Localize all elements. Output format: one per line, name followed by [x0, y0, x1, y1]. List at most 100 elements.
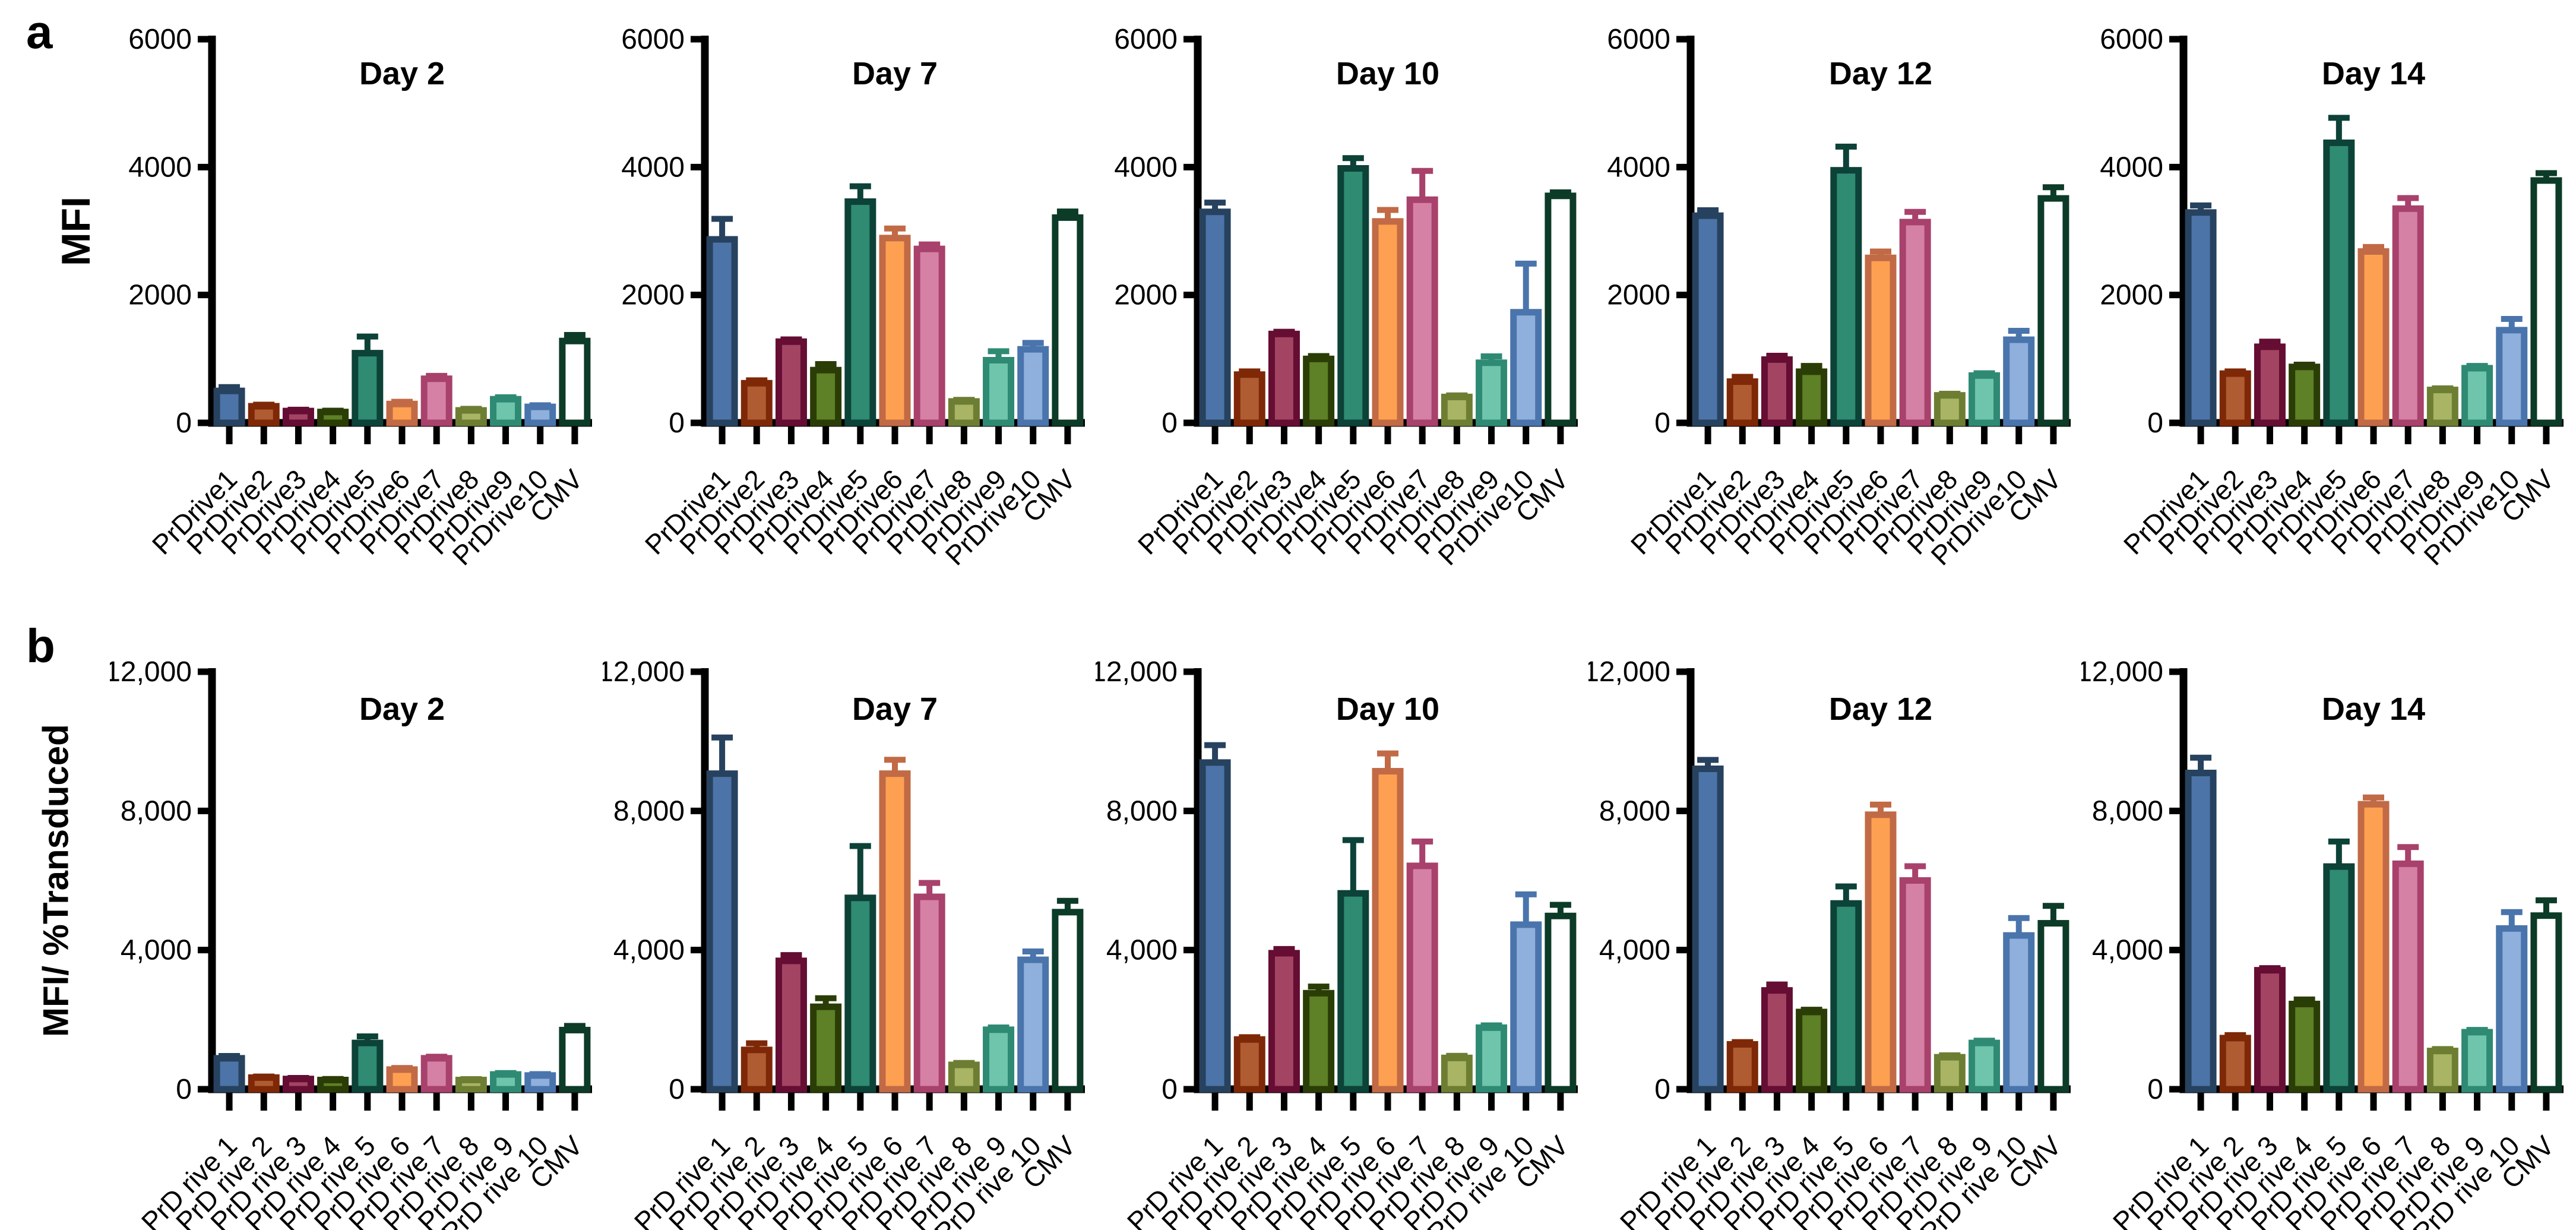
bar-PrDrive7 [2392, 205, 2424, 426]
y-tick-label: 12,000 [1588, 656, 1670, 688]
y-tick-label: 4,000 [1106, 935, 1178, 966]
bar-PrDrive1 [1199, 759, 1231, 1093]
bar-PrDrive2 [1726, 1041, 1758, 1093]
panel-title: Day 12 [1829, 56, 1932, 91]
panel-title: Day 14 [2322, 691, 2425, 727]
bar-PrDrive9 [490, 396, 522, 426]
bar-PrDrive10 [1017, 346, 1049, 426]
bar-PrDrive7 [1899, 877, 1931, 1093]
bar-PrDrive9 [1969, 372, 2001, 426]
bar-PrDrive3 [1761, 987, 1793, 1093]
panel-title: Day 10 [1336, 56, 1439, 91]
bar-PrDrive7 [420, 375, 452, 426]
bar-CMV [1545, 912, 1577, 1093]
panel-title: Day 14 [2322, 56, 2425, 91]
y-tick-label: 4,000 [1599, 935, 1670, 966]
bar-PrDrive8 [455, 1076, 487, 1093]
y-tick-label: 8,000 [121, 795, 192, 827]
y-tick-label: 0 [176, 1074, 192, 1105]
bar-PrDrive10 [2003, 932, 2035, 1093]
bar-PrDrive4 [1796, 368, 1828, 426]
y-tick-label: 8,000 [1599, 795, 1670, 827]
bar-PrDrive4 [1303, 989, 1335, 1093]
y-tick-label: 4000 [128, 151, 192, 183]
bar-CMV [559, 337, 591, 426]
bar-PrDrive3 [2254, 343, 2286, 426]
bar-PrDrive3 [775, 338, 807, 426]
bar-PrDrive10 [2496, 925, 2528, 1093]
bar-PrDrive8 [455, 407, 487, 426]
bar-PrDrive7 [1406, 862, 1438, 1093]
bar-PrDrive6 [2357, 248, 2390, 426]
bar-PrDrive9 [1476, 1024, 1508, 1093]
bar-PrDrive9 [490, 1071, 522, 1093]
bar-PrDrive7 [913, 893, 945, 1093]
y-tick-label: 12,000 [2081, 656, 2163, 688]
bar-PrDrive6 [1865, 811, 1897, 1093]
bar-chart-panels-row-b: Day 2 0 4,000 8,000 12,000 PrD rive 1 PrD rive… [110, 615, 2574, 1230]
bar-PrDrive1 [706, 770, 738, 1093]
bar-PrDrive5 [844, 198, 876, 426]
bar-PrDrive6 [1372, 768, 1404, 1093]
bar-chart-panel-day-14: Day 140200040006000PrDrive1PrDrive2PrDri… [2100, 24, 2564, 571]
y-tick-label: 0 [669, 407, 685, 439]
bar-PrDrive8 [1441, 393, 1473, 426]
bar-PrDrive4 [1303, 355, 1335, 426]
bar-PrDrive1 [1692, 212, 1724, 426]
bar-PrDrive8 [2426, 387, 2458, 426]
y-tick-label: 2000 [2100, 280, 2163, 311]
bar-PrDrive10 [2496, 327, 2528, 426]
bar-chart-panel-day-10: Day 100200040006000PrDrive1PrDrive2PrDri… [1114, 24, 1578, 571]
bar-PrDrive10 [1510, 921, 1542, 1093]
y-tick-label: 0 [1162, 1074, 1178, 1105]
bar-PrDrive10 [524, 403, 556, 426]
bar-PrDrive5 [1830, 167, 1862, 426]
bar-PrDrive4 [810, 1003, 842, 1093]
panel-title: Day 10 [1336, 691, 1439, 727]
bar-PrDrive8 [948, 1061, 980, 1093]
panel-letter-b: b [26, 619, 55, 672]
bar-PrDrive1 [1199, 208, 1231, 426]
bar-PrDrive4 [317, 1076, 349, 1093]
bar-PrDrive10 [1510, 309, 1542, 426]
y-tick-label: 8,000 [1106, 795, 1178, 827]
bar-PrDrive4 [810, 366, 842, 426]
bar-PrDrive3 [1761, 356, 1793, 426]
bar-PrDrive7 [913, 245, 945, 426]
bar-PrDrive5 [2323, 139, 2355, 426]
bar-PrDrive3 [775, 957, 807, 1093]
bar-PrDrive2 [740, 380, 773, 426]
y-axis-title-mfi: MFI [53, 196, 99, 266]
y-tick-label: 0 [669, 1074, 685, 1105]
y-tick-label: 0 [176, 407, 192, 439]
y-tick-label: 6000 [128, 24, 192, 55]
y-tick-label: 6000 [621, 24, 685, 55]
bar-PrDrive10 [524, 1072, 556, 1093]
y-tick-label: 4000 [2100, 151, 2163, 183]
bar-CMV [2037, 195, 2069, 426]
bar-PrDrive7 [2392, 860, 2424, 1093]
bar-PrDrive9 [2461, 1029, 2493, 1093]
y-tick-label: 0 [1162, 407, 1178, 439]
bar-PrDrive5 [1337, 890, 1369, 1093]
y-tick-label: 4,000 [2092, 935, 2163, 966]
bar-PrDrive6 [386, 400, 418, 426]
bar-PrDrive2 [1233, 1036, 1265, 1093]
bar-PrDrive7 [1406, 196, 1438, 426]
y-tick-label: 6000 [1607, 24, 1670, 55]
figure-row-b: MFI/ %Transduced Day 2 0 4,000 8,000 12,000 P… [0, 615, 2576, 1230]
bar-PrDrive3 [1268, 950, 1300, 1093]
bar-PrDrive4 [317, 409, 349, 426]
y-tick-label: 12,000 [603, 656, 685, 688]
y-tick-label: 2000 [1114, 280, 1178, 311]
y-tick-label: 4000 [1114, 151, 1178, 183]
bar-PrDrive1 [2185, 209, 2217, 426]
y-tick-label: 0 [1654, 407, 1670, 439]
figure-row-a: MFI Day 2 0 2000 4000 6000 PrDrive1 PrDrive2 Pr… [53, 24, 2564, 571]
bar-PrDrive5 [844, 894, 876, 1093]
bar-PrDrive4 [2289, 1000, 2321, 1093]
